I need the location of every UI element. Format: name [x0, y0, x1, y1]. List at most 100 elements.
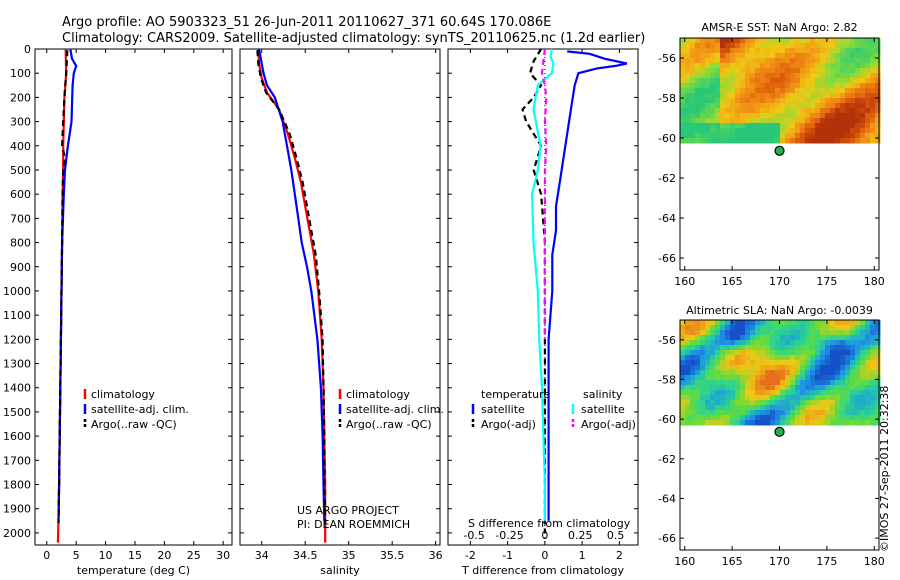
- map-cell: [865, 53, 871, 59]
- map-cell: [860, 73, 866, 79]
- map-cell: [795, 340, 801, 346]
- map-cell: [860, 93, 866, 99]
- map-cell: [770, 335, 776, 341]
- map-cell: [875, 108, 881, 114]
- map-cell: [820, 355, 826, 361]
- map-cell: [760, 138, 766, 144]
- map-cell: [755, 108, 761, 114]
- map-cell: [830, 330, 836, 336]
- map-cell: [805, 355, 811, 361]
- map-cell: [680, 93, 686, 99]
- map-cell: [685, 63, 691, 69]
- y-tick-label: 1400: [3, 382, 31, 395]
- map-cell: [745, 355, 751, 361]
- map-cell: [680, 78, 686, 84]
- map-cell: [860, 53, 866, 59]
- map-cell: [810, 83, 816, 89]
- map-cell: [760, 118, 766, 124]
- map-cell: [865, 390, 871, 396]
- map-cell: [700, 400, 706, 406]
- map-cell: [700, 340, 706, 346]
- map-cell: [815, 43, 821, 49]
- map-cell: [705, 133, 711, 139]
- map-cell: [850, 113, 856, 119]
- map-cell: [700, 385, 706, 391]
- map-cell: [720, 380, 726, 386]
- map-cell: [700, 405, 706, 411]
- map-cell: [855, 325, 861, 331]
- legend-title-temperature: temperature: [481, 388, 550, 401]
- map-cell: [710, 118, 716, 124]
- map-cell: [840, 113, 846, 119]
- map-cell: [855, 370, 861, 376]
- map-cell: [780, 83, 786, 89]
- map-cell: [760, 123, 766, 129]
- map-cell: [790, 83, 796, 89]
- map-cell: [830, 53, 836, 59]
- map-cell: [835, 385, 841, 391]
- map-cell: [715, 93, 721, 99]
- map-cell: [795, 43, 801, 49]
- map-cell: [805, 410, 811, 416]
- argo-position-marker: [774, 145, 785, 156]
- map-cell: [820, 350, 826, 356]
- map-cell: [760, 340, 766, 346]
- map-cell: [860, 335, 866, 341]
- map-cell: [765, 340, 771, 346]
- map-cell: [765, 78, 771, 84]
- map-cell: [825, 88, 831, 94]
- map-cell: [705, 355, 711, 361]
- map-cell: [700, 410, 706, 416]
- x-tick-label: 35.5: [380, 549, 405, 562]
- map-cell: [845, 335, 851, 341]
- map-cell: [685, 355, 691, 361]
- y-tick-label: 400: [10, 140, 31, 153]
- map-cell: [745, 48, 751, 54]
- map-cell: [770, 410, 776, 416]
- map-cell: [700, 38, 706, 44]
- map-cell: [775, 133, 781, 139]
- map-cell: [805, 385, 811, 391]
- map-cell: [820, 410, 826, 416]
- y-tick-label: 300: [10, 116, 31, 129]
- map-cell: [730, 73, 736, 79]
- map-cell: [745, 405, 751, 411]
- map-cell: [795, 78, 801, 84]
- map-cell: [730, 340, 736, 346]
- map-cell: [700, 68, 706, 74]
- map-cell: [690, 98, 696, 104]
- map-cell: [695, 133, 701, 139]
- map-cell: [740, 53, 746, 59]
- map-cell: [710, 68, 716, 74]
- x-tick-label: 2: [616, 549, 623, 562]
- map-cell: [850, 138, 856, 144]
- annotation-text: PI: DEAN ROEMMICH: [297, 518, 410, 531]
- map-cell: [755, 420, 761, 426]
- map-cell: [765, 390, 771, 396]
- map-cell: [795, 385, 801, 391]
- map-cell: [735, 133, 741, 139]
- map-cell: [840, 330, 846, 336]
- map-cell: [700, 63, 706, 69]
- map-cell: [695, 415, 701, 421]
- x-tick-label: 5: [73, 549, 80, 562]
- legend-label: Argo(-adj): [581, 418, 636, 431]
- map-cell: [740, 138, 746, 144]
- map-cell: [750, 340, 756, 346]
- map-cell: [780, 335, 786, 341]
- map-x-tick-label: 180: [864, 275, 885, 288]
- map-cell: [860, 365, 866, 371]
- map-cell: [740, 73, 746, 79]
- map-cell: [805, 320, 811, 326]
- map-cell: [835, 355, 841, 361]
- map-cell: [735, 88, 741, 94]
- x-tick-label: 20: [157, 549, 171, 562]
- map-cell: [785, 63, 791, 69]
- map-cell: [790, 340, 796, 346]
- map-cell: [760, 410, 766, 416]
- x2-axis-label: S difference from climatology: [468, 517, 631, 530]
- map-cell: [830, 48, 836, 54]
- map-cell: [740, 385, 746, 391]
- map-cell: [860, 345, 866, 351]
- map-cell: [765, 365, 771, 371]
